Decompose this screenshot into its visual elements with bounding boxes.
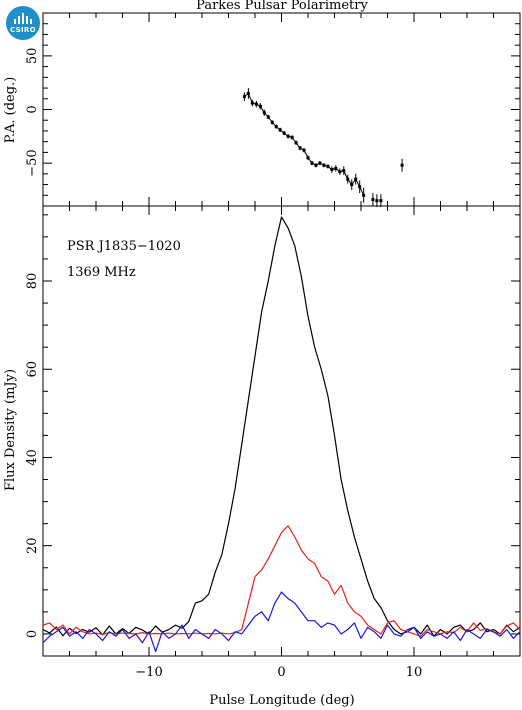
pa-point	[286, 134, 290, 138]
pa-point	[354, 177, 358, 181]
pa-point	[322, 163, 326, 167]
pa-ytick-labels: −50 0 50	[25, 48, 40, 177]
pa-point	[302, 148, 306, 152]
logo-text: CSIRO	[10, 25, 36, 34]
pulsar-name-annotation: PSR J1835−1020	[67, 239, 181, 254]
pa-points	[242, 88, 404, 208]
pa-point	[375, 199, 379, 203]
flux-ytick-labels: 0 20 40 60 80	[25, 273, 40, 638]
flux-density-panel: 0 20 40 60 80 −10 0 10 PSR J1835−1020 1369 MHz…	[3, 205, 521, 708]
pa-point	[262, 111, 266, 115]
pa-connecting-line	[244, 92, 365, 196]
pa-point	[314, 163, 318, 167]
flux-xtick-label: −10	[135, 665, 162, 680]
pa-point	[326, 164, 330, 168]
flux-ticks	[42, 206, 521, 656]
pa-ytick-label: −50	[25, 149, 40, 176]
linear-polarization-line	[42, 525, 521, 637]
total-intensity-line	[42, 216, 521, 637]
flux-ytick-label: 80	[25, 273, 40, 290]
flux-ylabel: Flux Density (mJy)	[3, 369, 18, 491]
pa-point	[400, 163, 404, 167]
pa-point	[254, 102, 258, 106]
pa-point	[250, 101, 254, 105]
flux-xlabel: Pulse Longitude (deg)	[209, 693, 354, 708]
pa-point	[278, 128, 282, 132]
pa-point	[362, 193, 366, 197]
flux-series	[42, 216, 521, 653]
pa-point	[290, 135, 294, 139]
pa-point	[350, 183, 354, 187]
flux-xtick-labels: −10 0 10	[135, 665, 422, 680]
pa-point	[346, 177, 350, 181]
pa-point	[342, 169, 346, 173]
logo-bars-icon	[14, 12, 32, 24]
pa-point	[334, 166, 338, 170]
pa-point	[318, 161, 322, 165]
pa-point	[338, 170, 342, 174]
pa-point	[246, 91, 250, 95]
flux-ytick-label: 20	[25, 537, 40, 554]
pa-point	[242, 95, 246, 99]
pa-point	[258, 104, 262, 108]
csiro-logo: CSIRO	[6, 6, 40, 40]
pa-point	[294, 141, 298, 145]
flux-xtick-label: 0	[277, 665, 285, 680]
pa-ticks	[42, 13, 521, 206]
circular-polarization-line	[42, 591, 521, 653]
pa-ylabel: P.A. (deg.)	[3, 77, 18, 144]
flux-ytick-label: 60	[25, 361, 40, 378]
flux-ytick-label: 0	[25, 630, 40, 638]
pa-point	[358, 185, 362, 189]
pa-point	[282, 131, 286, 135]
pa-plot-frame	[42, 12, 521, 207]
pa-point	[310, 161, 314, 165]
pa-point	[306, 156, 310, 160]
pa-ytick-label: 50	[25, 48, 40, 65]
pa-point	[274, 125, 278, 129]
pa-ytick-label: 0	[25, 105, 40, 113]
pa-point	[379, 199, 383, 203]
pa-point	[371, 198, 375, 202]
pa-point	[266, 115, 270, 119]
frequency-annotation: 1369 MHz	[67, 265, 136, 280]
pa-point	[298, 146, 302, 150]
flux-ytick-label: 40	[25, 449, 40, 466]
pa-point	[330, 168, 334, 172]
flux-xtick-label: 10	[406, 665, 423, 680]
pa-point	[270, 120, 274, 124]
chart-title: Parkes Pulsar Polarimetry	[196, 0, 368, 13]
position-angle-panel: Parkes Pulsar Polarimetry −50 0 50 P.A. (d…	[3, 0, 521, 208]
